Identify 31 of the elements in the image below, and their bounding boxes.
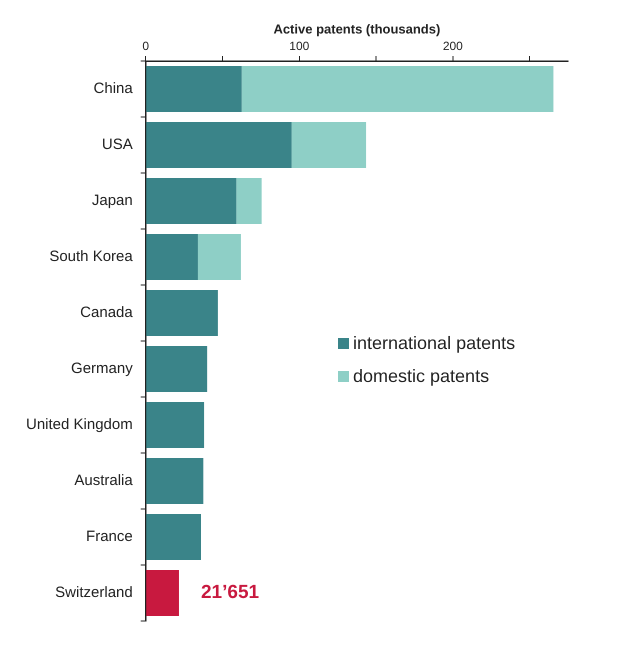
bar [146, 514, 202, 560]
y-tick-label: Germany [71, 360, 134, 378]
y-tick-label: South Korea [49, 248, 134, 266]
x-tick-label: 0 [142, 39, 150, 54]
bar [146, 290, 218, 336]
y-tick-label: China [94, 80, 134, 98]
y-tick-label: Switzerland [55, 584, 133, 602]
legend-label: domestic patents [353, 366, 490, 387]
y-tick-label: Japan [92, 192, 133, 210]
bar [198, 234, 241, 280]
x-axis-title: Active patents (thousands) [273, 21, 440, 36]
bar [146, 570, 179, 616]
y-tick-label: Canada [80, 304, 134, 322]
bar [146, 458, 204, 504]
bar [236, 178, 262, 224]
bar [146, 178, 236, 224]
y-tick-label: Australia [74, 472, 134, 490]
x-tick-label: 200 [442, 39, 464, 54]
bar [146, 346, 208, 392]
bar [146, 122, 292, 168]
x-tick-label: 100 [289, 39, 310, 54]
bar [146, 402, 204, 448]
y-tick-label: France [86, 528, 133, 546]
y-tick-label: United Kingdom [26, 416, 133, 434]
annotation: 21’651 [200, 582, 260, 604]
bar [146, 234, 198, 280]
bar [146, 66, 242, 112]
bar [242, 66, 554, 112]
bar [292, 122, 366, 168]
legend-label: international patents [353, 333, 516, 354]
y-tick-label: USA [102, 136, 133, 154]
